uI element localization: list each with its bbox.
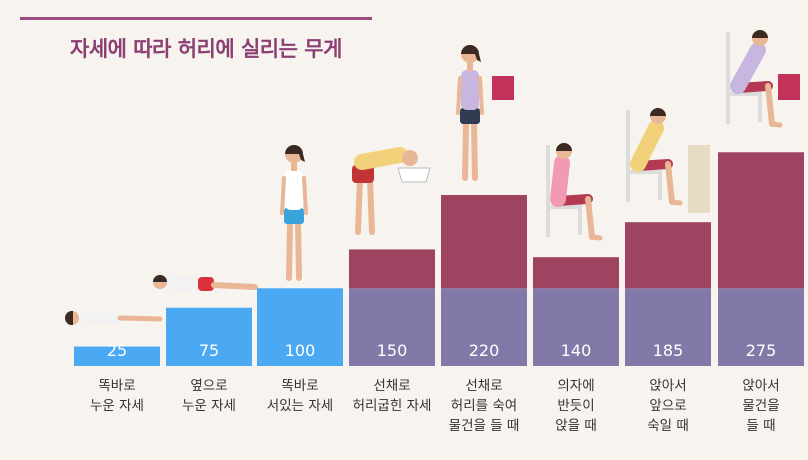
category-label-line: 옆으로 xyxy=(190,378,228,394)
category-label-line: 똑바로 xyxy=(98,378,136,394)
value-label-6: 140 xyxy=(561,341,592,360)
person-standing-lifting-box xyxy=(456,45,514,181)
bar-6-base xyxy=(533,288,619,366)
bar-8-excess xyxy=(718,152,804,289)
bar-6-excess xyxy=(533,257,619,289)
category-label-line: 누운 자세 xyxy=(182,398,236,414)
category-label-line: 앞으로 xyxy=(649,398,687,414)
bar-7-excess xyxy=(625,222,711,289)
category-label-line: 누운 자세 xyxy=(90,398,144,414)
value-label-3: 100 xyxy=(285,341,316,360)
category-label-line: 숙일 때 xyxy=(647,418,689,434)
category-label-line: 물건을 xyxy=(742,398,780,414)
person-sitting-upright xyxy=(546,143,603,241)
person-lying-on-back xyxy=(64,310,163,326)
category-label-line: 선채로 xyxy=(465,378,503,394)
title-rule xyxy=(20,17,372,20)
category-label-line: 반듯이 xyxy=(557,398,595,414)
category-label-line: 앉아서 xyxy=(742,378,780,394)
person-sitting-leaning-forward xyxy=(626,108,710,213)
bar-8-base xyxy=(718,288,804,366)
value-label-7: 185 xyxy=(653,341,684,360)
category-label-line: 선채로 xyxy=(373,378,411,394)
bar-5-excess xyxy=(441,194,527,289)
person-standing xyxy=(280,145,308,281)
bar-7-base xyxy=(625,288,711,366)
bar-5-base xyxy=(441,288,527,366)
person-lying-on-side xyxy=(153,275,258,291)
bar-2 xyxy=(166,307,252,366)
category-label-line: 앉을 때 xyxy=(555,418,597,434)
category-label-line: 물건을 들 때 xyxy=(448,418,520,434)
category-label-line: 들 때 xyxy=(746,418,776,434)
category-label-line: 똑바로 xyxy=(281,378,319,394)
value-label-2: 75 xyxy=(199,341,219,360)
bar-1 xyxy=(74,346,160,366)
bar-4-excess xyxy=(349,249,435,289)
value-label-8: 275 xyxy=(746,341,777,360)
bar-4-base xyxy=(349,288,435,366)
category-label-line: 허리를 숙여 xyxy=(450,398,518,414)
category-label-line: 서있는 자세 xyxy=(266,398,334,414)
page-title: 자세에 따라 허리에 실리는 무게 xyxy=(70,37,342,61)
person-sitting-lifting-box xyxy=(726,30,800,128)
value-label-4: 150 xyxy=(377,341,408,360)
category-label-line: 의자에 xyxy=(557,378,595,394)
bar-3 xyxy=(257,288,343,366)
category-label-line: 앉아서 xyxy=(649,378,687,394)
category-label-line: 허리굽힌 자세 xyxy=(352,398,432,414)
value-label-1: 25 xyxy=(107,341,127,360)
value-label-5: 220 xyxy=(469,341,500,360)
person-bending-over-sink xyxy=(352,147,431,235)
